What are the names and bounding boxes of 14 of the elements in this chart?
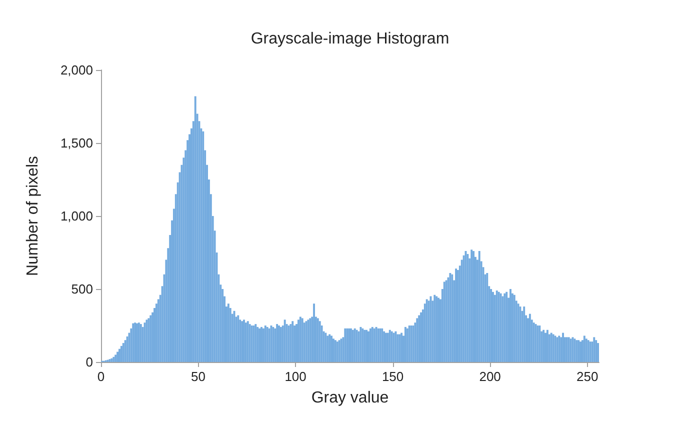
x-tick-label: 50 bbox=[191, 369, 206, 384]
y-tick-label: 1,000 bbox=[60, 208, 93, 224]
x-tick-label: 250 bbox=[576, 369, 598, 384]
y-tick-label: 2,000 bbox=[60, 62, 93, 78]
x-tick-label: 100 bbox=[284, 369, 306, 384]
x-tick-label: 0 bbox=[97, 369, 105, 384]
y-tick-label: 500 bbox=[71, 282, 93, 296]
x-axis-title: Gray value bbox=[311, 390, 389, 406]
y-tick-label: 1,500 bbox=[60, 136, 93, 150]
y-axis-title: Number of pixels bbox=[24, 156, 42, 276]
chart-title: Grayscale-image Histogram bbox=[250, 30, 450, 48]
x-tick-label: 150 bbox=[382, 369, 404, 384]
x-tick-label: 200 bbox=[479, 369, 501, 384]
y-tick-label: 0 bbox=[86, 354, 93, 370]
